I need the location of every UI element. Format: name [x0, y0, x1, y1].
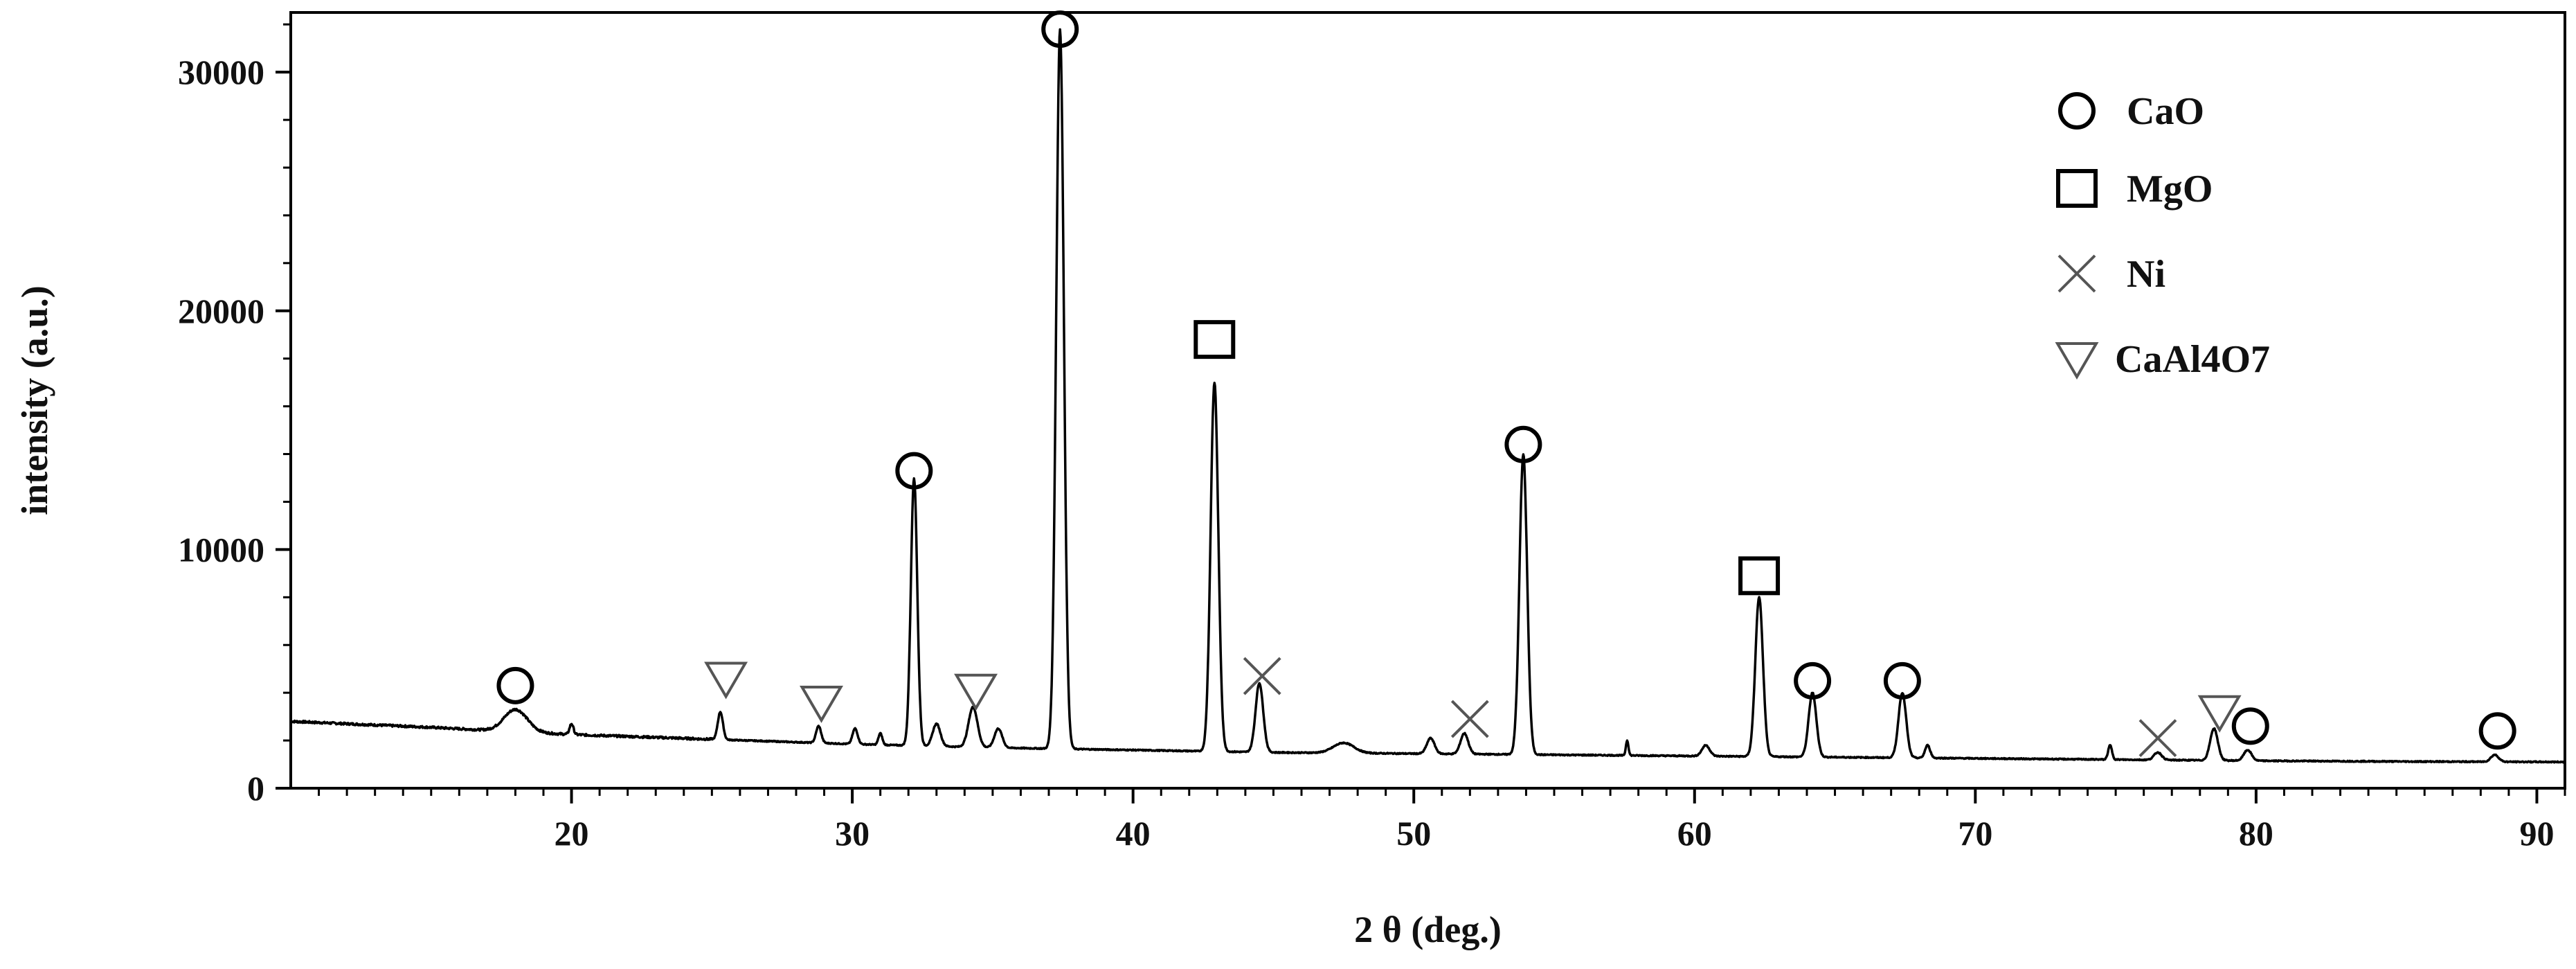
- x-tick-label: 50: [1396, 814, 1431, 853]
- legend-item: MgO: [2056, 168, 2213, 211]
- marker-triangle: [800, 685, 843, 723]
- marker-cross: [1243, 657, 1281, 695]
- legend: CaO MgO Ni CaAl4O7: [2055, 90, 2270, 381]
- marker-cross: [2138, 719, 2177, 758]
- series-layer: [290, 28, 2566, 764]
- x-tick-label: 30: [835, 814, 870, 853]
- marker-circle: [2478, 712, 2516, 750]
- legend-label: CaAl4O7: [2115, 338, 2270, 381]
- legend-square-symbol: [2056, 169, 2098, 208]
- legend-item: Ni: [2057, 253, 2165, 296]
- x-tick-label: 80: [2239, 814, 2273, 853]
- marker-circle: [1504, 425, 1542, 463]
- legend-label: Ni: [2127, 253, 2165, 296]
- legend-circle-symbol: [2058, 92, 2096, 130]
- plot-border: [289, 11, 2566, 790]
- x-axis-title: 2 θ (deg.): [1354, 909, 1502, 950]
- marker-circle: [496, 666, 534, 704]
- y-axis-title: intensity (a.u.): [14, 285, 55, 515]
- marker-triangle: [2197, 695, 2242, 733]
- marker-cross: [1450, 700, 1489, 738]
- legend-label: CaO: [2127, 90, 2204, 133]
- y-tick-label: 0: [247, 769, 264, 808]
- marker-circle: [1883, 661, 1921, 700]
- marker-triangle: [704, 661, 748, 700]
- marker-square: [1194, 320, 1236, 359]
- marker-triangle: [954, 673, 998, 711]
- marker-square: [1738, 556, 1781, 596]
- legend-triangle-symbol: [2055, 342, 2099, 380]
- marker-circle: [1794, 661, 1832, 700]
- x-axis-ticks: 20 30 40 50 60 70 80 90: [318, 788, 2566, 853]
- y-tick-label: 20000: [178, 292, 264, 330]
- x-tick-label: 20: [555, 814, 589, 853]
- plot-frame: [289, 11, 2566, 790]
- y-tick-label: 30000: [178, 53, 264, 91]
- x-tick-label: 40: [1116, 814, 1151, 853]
- marker-circle: [895, 452, 933, 490]
- legend-item: CaO: [2058, 90, 2204, 133]
- x-tick-label: 70: [1958, 814, 1992, 853]
- legend-cross-symbol: [2057, 254, 2096, 293]
- marker-circle: [1041, 10, 1079, 48]
- x-tick-label: 60: [1677, 814, 1712, 853]
- y-axis-ticks: 0 10000 20000 30000: [178, 23, 291, 808]
- series-line: [290, 28, 2566, 764]
- phase-markers: [496, 10, 2516, 758]
- y-tick-label: 10000: [178, 530, 264, 569]
- marker-circle: [2231, 707, 2269, 745]
- legend-item: CaAl4O7: [2055, 338, 2270, 381]
- legend-label: MgO: [2127, 168, 2213, 211]
- x-tick-label: 90: [2519, 814, 2554, 853]
